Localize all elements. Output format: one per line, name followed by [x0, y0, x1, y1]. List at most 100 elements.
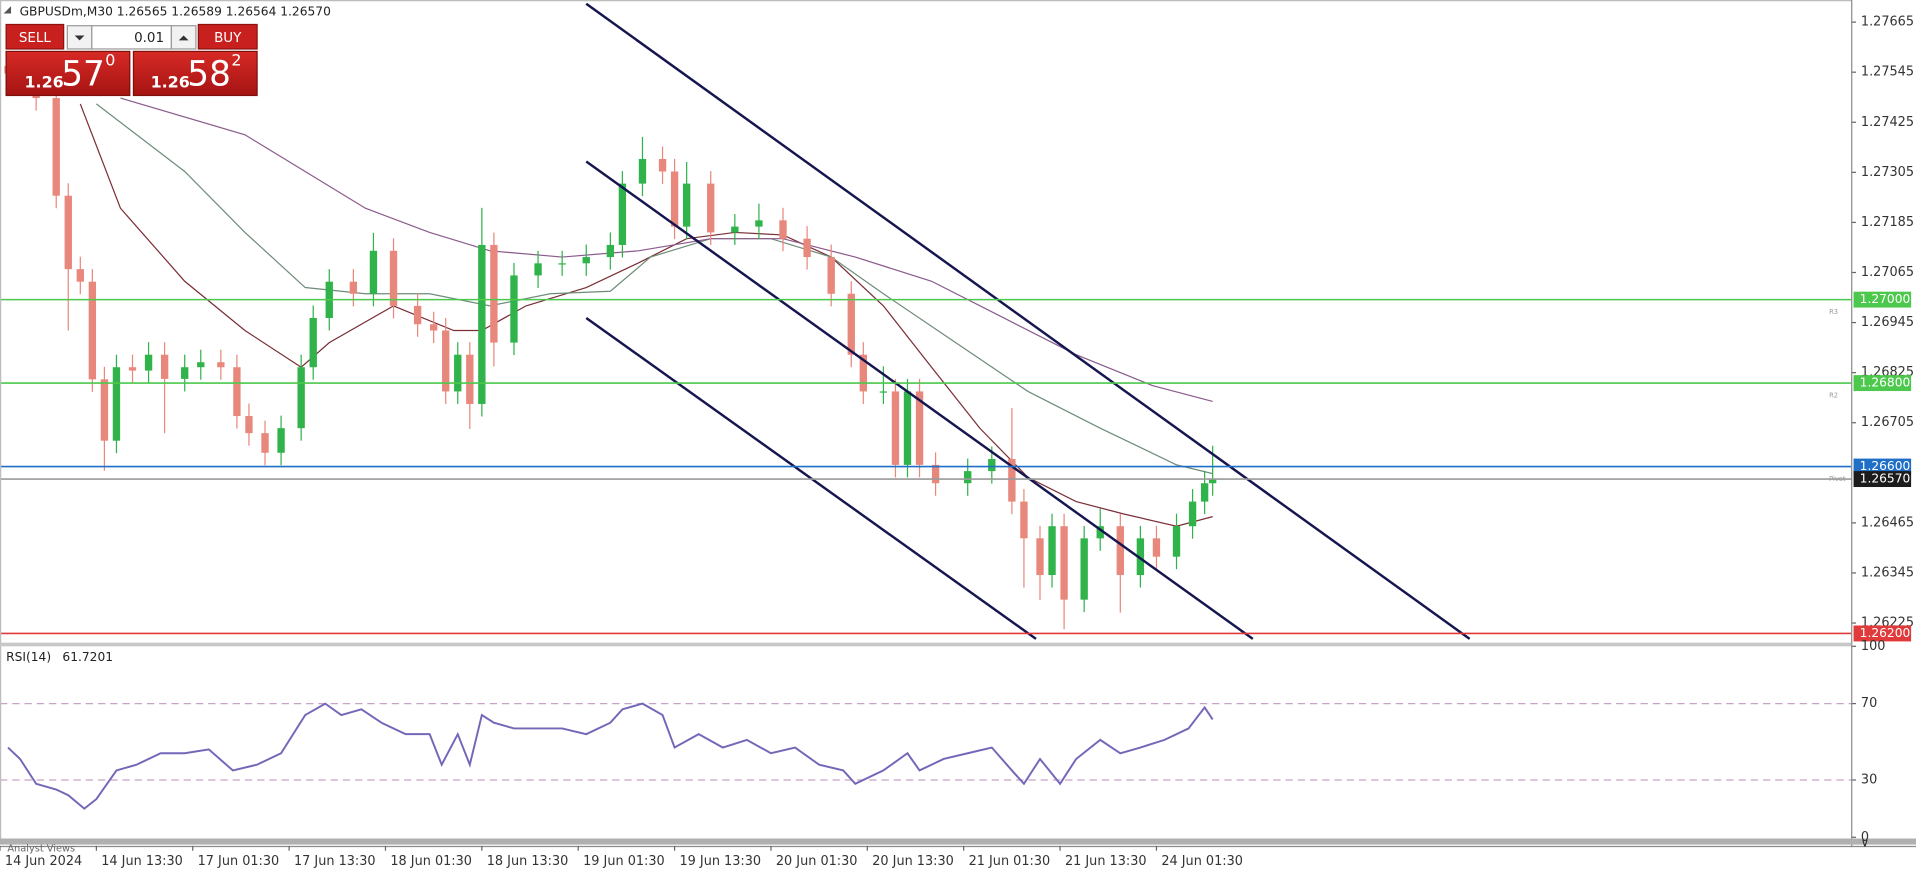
buy-button[interactable] [197, 23, 258, 50]
lot-up-arrow[interactable] [178, 35, 189, 41]
candle-body [466, 354, 474, 404]
moving-average [120, 97, 1213, 403]
price-level-label: 1.26570 [1860, 472, 1911, 486]
candle-body [217, 362, 225, 368]
candle-body [803, 238, 811, 258]
candle-body [779, 220, 787, 239]
buy-price-box[interactable] [132, 50, 258, 97]
price-level-label: 1.26600 [1860, 459, 1911, 473]
scroll-marker[interactable]: ∨ [1861, 836, 1869, 849]
price-level-tag: R2 [1829, 391, 1838, 399]
candle-body [1080, 538, 1088, 600]
y-tick-label: 1.26345 [1861, 565, 1914, 580]
candle-body [1152, 538, 1161, 557]
sell-button[interactable] [5, 23, 65, 50]
candle-body [931, 464, 940, 484]
y-tick-label: 1.27545 [1861, 65, 1914, 80]
candle-body [1208, 479, 1217, 484]
candle-body [1008, 459, 1016, 502]
candle-body [389, 250, 398, 306]
buy-label[interactable]: BUY [214, 31, 242, 46]
candle-body [112, 367, 121, 441]
candle-body [369, 250, 378, 294]
candle-body [827, 257, 835, 294]
candle-body [64, 195, 72, 270]
trade-panel: SELL 0.01 BUY 1.26 57 0 1.26 58 2 [5, 23, 258, 97]
x-tick-label: 14 Jun 2024 [5, 854, 82, 869]
moving-average [96, 103, 1213, 475]
candle-body [1172, 526, 1181, 557]
trendline [585, 160, 1254, 640]
price-level-box [1853, 291, 1912, 308]
candle-body [658, 158, 667, 172]
x-tick-label: 17 Jun 01:30 [198, 854, 280, 869]
y-tick-label: 1.26465 [1861, 515, 1914, 530]
candle-body [891, 391, 900, 465]
rsi-line [7, 702, 1214, 810]
lot-value[interactable]: 0.01 [134, 31, 164, 46]
moving-average [79, 103, 1213, 527]
candle-body [349, 281, 358, 294]
candle-body [638, 158, 647, 184]
x-tick-label: 19 Jun 13:30 [679, 854, 761, 869]
sell-price-big[interactable]: 1.26 [24, 73, 63, 92]
buy-price-pips[interactable]: 58 [187, 54, 231, 94]
chart-header: GBPUSDm,M30 1.26565 1.26589 1.26564 1.26… [20, 5, 331, 19]
y-tick-label: 1.27305 [1861, 165, 1914, 180]
bottom-separator [0, 838, 1916, 845]
candle-body [233, 367, 241, 417]
price-level-box [1853, 375, 1912, 392]
x-tick-label: 19 Jun 01:30 [583, 854, 665, 869]
y-tick-label: 1.26945 [1861, 315, 1914, 330]
panel-separator [0, 642, 1852, 647]
x-tick-label: 24 Jun 01:30 [1161, 854, 1243, 869]
candle-body [277, 428, 285, 453]
x-tick-label: 21 Jun 13:30 [1065, 854, 1147, 869]
candle-body [297, 367, 305, 429]
buy-price-point[interactable]: 2 [231, 51, 241, 70]
candle-body [88, 281, 97, 380]
candle-body [755, 220, 763, 227]
y-tick-label: 100 [1861, 639, 1886, 654]
sell-price-pips[interactable]: 57 [61, 54, 105, 94]
candle-body [1048, 526, 1056, 576]
plot-layer: R3R2Pivot [0, 2, 1857, 838]
candle-body [1188, 501, 1197, 527]
y-tick-label: 1.26705 [1861, 415, 1914, 430]
x-tick-label: 20 Jun 01:30 [776, 854, 858, 869]
candle-body [429, 324, 438, 331]
candle-body [181, 367, 189, 379]
y-tick-label: 1.27665 [1861, 15, 1914, 30]
candle-body [128, 367, 137, 371]
y-tick-label: 30 [1861, 772, 1877, 787]
candle-body [1200, 483, 1209, 502]
x-tick-label: 20 Jun 13:30 [872, 854, 954, 869]
sell-price-point[interactable]: 0 [105, 51, 115, 70]
candle-body [879, 391, 888, 393]
candle-body [490, 244, 498, 343]
rsi-current: 61.7201 [62, 650, 113, 664]
x-tick-label: 21 Jun 01:30 [969, 854, 1051, 869]
lot-down-arrow[interactable] [74, 35, 85, 41]
candle-body [534, 263, 542, 276]
sell-label[interactable]: SELL [19, 31, 52, 46]
sell-price-box[interactable] [5, 50, 131, 97]
candle-body [1116, 526, 1124, 576]
candle-body [478, 244, 486, 404]
analyst-views-tab[interactable]: Analyst Views [7, 843, 75, 854]
x-tick-label: 18 Jun 13:30 [487, 854, 569, 869]
candle-body [413, 305, 422, 325]
x-tick-label: 14 Jun 13:30 [101, 854, 183, 869]
candle-body [964, 471, 972, 484]
price-level-box [1853, 625, 1912, 642]
buy-price-big[interactable]: 1.26 [151, 73, 190, 92]
candle-body [1060, 526, 1068, 600]
candle-body [454, 354, 462, 392]
candle-body [670, 171, 679, 227]
candle-body [903, 391, 912, 465]
candle-body [442, 330, 450, 392]
candle-body [76, 269, 84, 282]
candle-body [1036, 538, 1044, 576]
